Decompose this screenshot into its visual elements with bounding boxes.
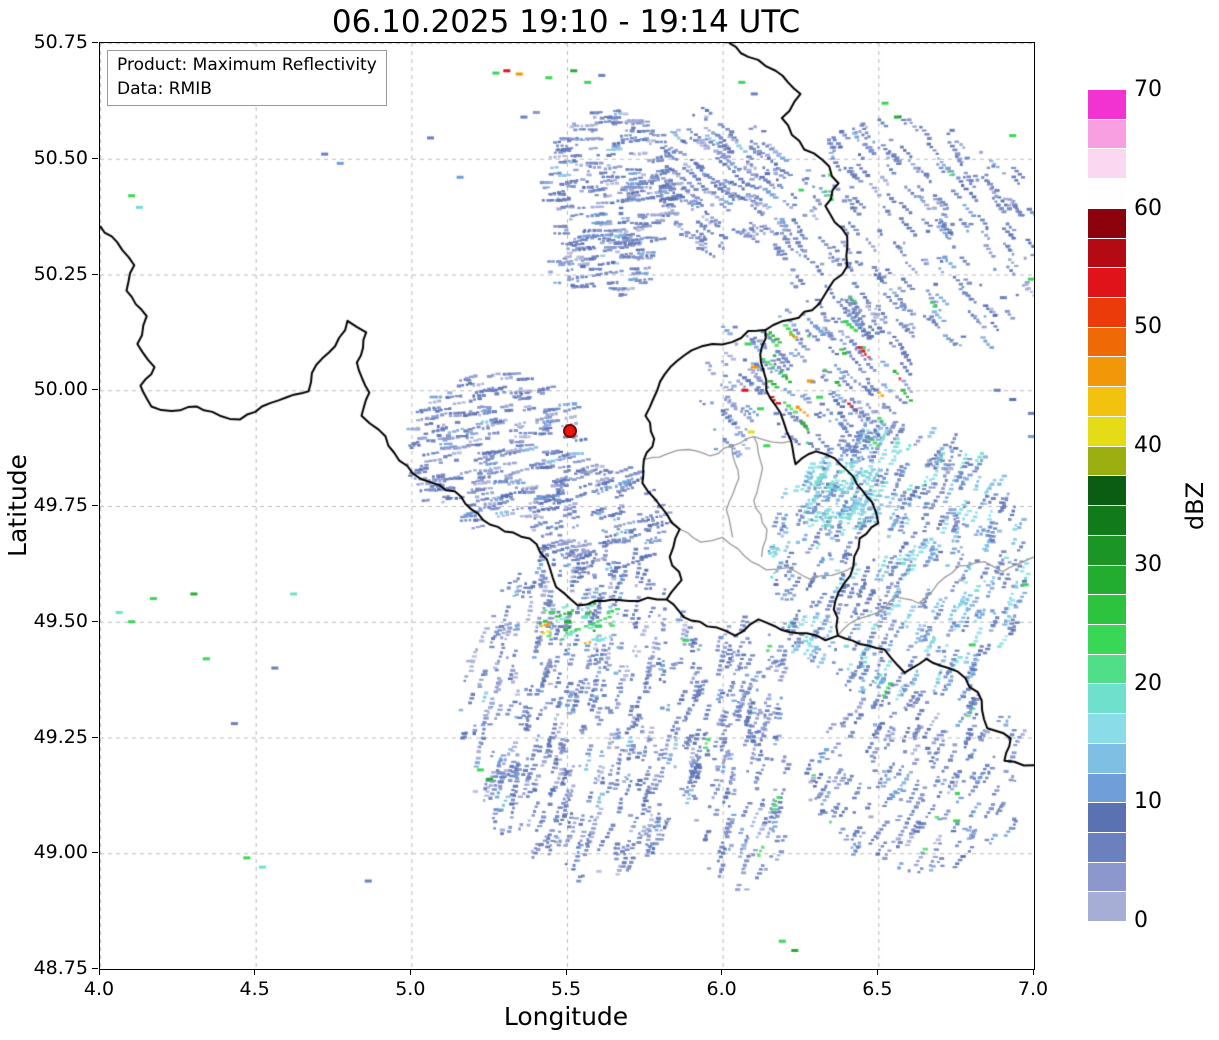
colorbar-band <box>1088 387 1126 416</box>
x-tick-mark <box>1032 969 1034 975</box>
colorbar-band <box>1088 862 1126 892</box>
colorbar-band <box>1088 892 1126 922</box>
x-tick-mark <box>409 969 411 975</box>
colorbar-tick-label: 60 <box>1134 195 1162 221</box>
colorbar-tick-label: 70 <box>1134 77 1162 102</box>
y-tick-label: 50.00 <box>33 378 88 401</box>
y-tick-mark <box>92 157 98 159</box>
y-tick-label: 50.25 <box>33 262 88 285</box>
y-tick-label: 49.25 <box>33 725 88 748</box>
x-tick-label: 6.0 <box>706 978 737 1000</box>
colorbar-band <box>1088 149 1126 179</box>
colorbar-band <box>1088 714 1126 743</box>
colorbar-band <box>1088 476 1126 506</box>
x-tick-label: 4.5 <box>239 978 270 1000</box>
x-tick-mark <box>98 969 100 975</box>
data-source-label: Data: RMIB <box>117 78 212 99</box>
colorbar-label-text: dBZ <box>1181 481 1210 530</box>
colorbar-band <box>1088 624 1126 654</box>
colorbar-band <box>1088 595 1126 624</box>
colorbar-band <box>1088 357 1126 387</box>
colorbar <box>1088 90 1126 922</box>
colorbar-band <box>1088 773 1126 803</box>
radar-map-canvas <box>100 43 1034 969</box>
colorbar-band <box>1088 446 1126 476</box>
x-axis-label: Longitude <box>503 1002 629 1031</box>
y-tick-mark <box>92 505 98 506</box>
colorbar-axis-label: dBZ <box>1172 90 1218 921</box>
y-tick-mark <box>92 42 98 43</box>
colorbar-band <box>1088 119 1126 149</box>
map-plot-area: Product: Maximum Reflectivity Data: RMIB <box>99 42 1035 970</box>
x-tick-mark <box>876 969 878 975</box>
y-tick-label: 50.75 <box>33 31 88 53</box>
colorbar-tick-label: 0 <box>1134 908 1148 933</box>
colorbar-band <box>1088 327 1126 357</box>
colorbar-band <box>1088 832 1126 862</box>
y-tick-mark <box>92 273 98 275</box>
colorbar-band <box>1088 90 1126 119</box>
colorbar-band <box>1088 535 1126 565</box>
colorbar-band <box>1088 208 1126 238</box>
colorbar-band <box>1088 803 1126 832</box>
y-tick-label: 50.50 <box>33 146 88 169</box>
radar-site-marker <box>562 423 577 438</box>
y-tick-label: 49.00 <box>33 841 88 864</box>
colorbar-band <box>1088 268 1126 298</box>
y-tick-mark <box>92 389 98 391</box>
x-tick-label: 6.5 <box>862 978 893 1000</box>
x-tick-label: 7.0 <box>1017 978 1049 1000</box>
colorbar-band <box>1088 684 1126 714</box>
colorbar-tick-label: 10 <box>1134 789 1162 815</box>
colorbar-band <box>1088 743 1126 773</box>
y-tick-label: 49.50 <box>33 609 88 632</box>
x-tick-mark <box>721 969 723 975</box>
colorbar-band <box>1088 298 1126 327</box>
y-tick-mark <box>92 968 98 969</box>
x-tick-label: 5.0 <box>395 978 426 1000</box>
product-info-box: Product: Maximum Reflectivity Data: RMIB <box>107 50 387 106</box>
colorbar-tick-label: 50 <box>1134 314 1162 340</box>
colorbar-band <box>1088 506 1126 535</box>
colorbar-band <box>1088 654 1126 684</box>
x-tick-label: 4.0 <box>83 978 115 1000</box>
y-tick-mark <box>92 736 98 738</box>
x-tick-label: 5.5 <box>550 978 582 1000</box>
colorbar-band <box>1088 179 1126 208</box>
y-tick-label: 49.75 <box>33 494 88 516</box>
x-tick-mark <box>565 969 567 975</box>
colorbar-band <box>1088 416 1126 446</box>
x-tick-mark <box>254 969 256 975</box>
colorbar-tick-label: 30 <box>1134 551 1162 577</box>
plot-title: 06.10.2025 19:10 - 19:14 UTC <box>331 4 801 40</box>
colorbar-band <box>1088 238 1126 268</box>
product-label: Product: Maximum Reflectivity <box>117 55 377 75</box>
y-tick-mark <box>92 852 98 854</box>
colorbar-tick-label: 40 <box>1134 433 1162 459</box>
y-tick-label: 48.75 <box>33 957 88 979</box>
colorbar-band <box>1088 565 1126 595</box>
colorbar-tick-label: 20 <box>1134 670 1162 696</box>
y-tick-mark <box>92 620 98 622</box>
